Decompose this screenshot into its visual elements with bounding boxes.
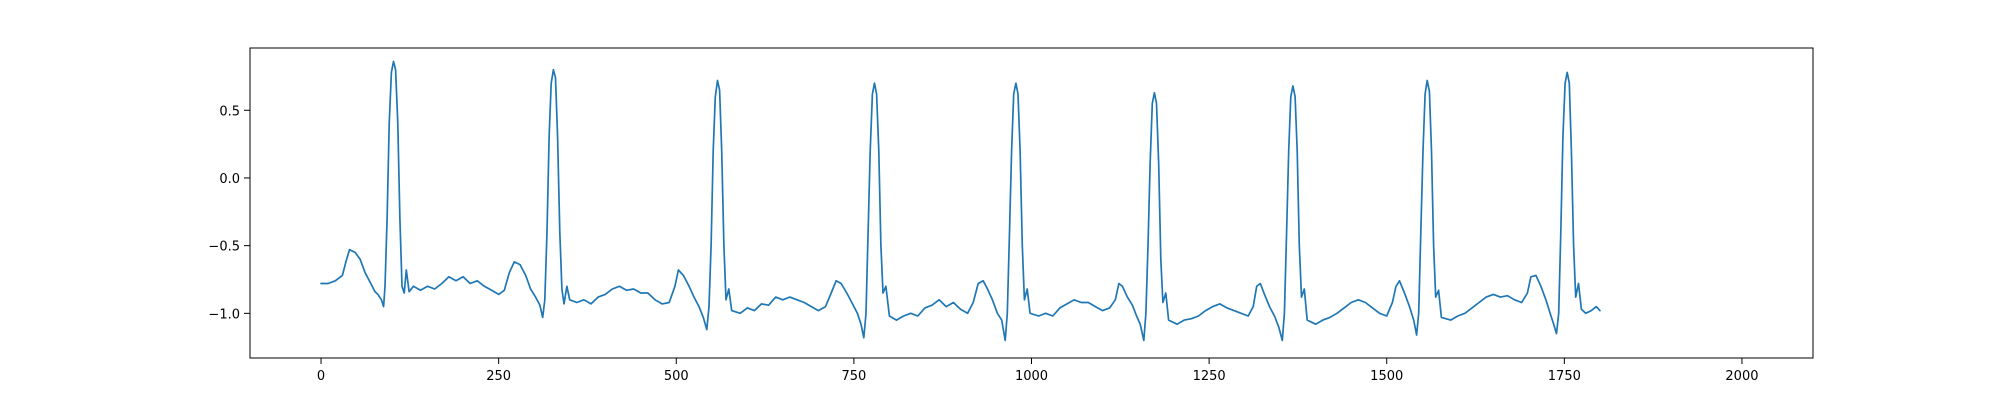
x-tick-label: 1250 (1193, 369, 1226, 384)
x-tick-label: 750 (841, 369, 866, 384)
x-tick-label: 500 (664, 369, 689, 384)
y-axis: 0.5 0.0 −0.5 −1.0 (208, 104, 250, 322)
series-layer (320, 60, 1601, 342)
x-tick-label: 0 (317, 369, 325, 384)
y-tick-label: −1.0 (208, 307, 240, 322)
x-tick-label: 250 (486, 369, 511, 384)
x-tick-label: 1000 (1015, 369, 1048, 384)
series-line-0 (320, 60, 1601, 342)
y-tick-label: 0.5 (219, 104, 240, 119)
plot-frame (249, 47, 1814, 359)
x-tick-label: 1500 (1370, 369, 1403, 384)
x-axis: 0 250 500 750 1000 1250 1500 1750 2000 (317, 358, 1759, 384)
x-tick-label: 1750 (1548, 369, 1581, 384)
y-tick-label: 0.0 (219, 172, 240, 187)
x-tick-label: 2000 (1725, 369, 1758, 384)
y-tick-label: −0.5 (208, 240, 240, 255)
